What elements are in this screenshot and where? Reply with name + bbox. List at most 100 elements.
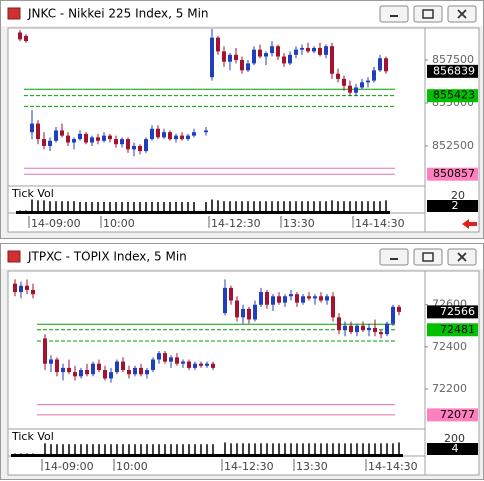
chart-window: JNKC - Nikkei 225 Index, 5 Min8575008550… <box>0 0 484 239</box>
candle-body <box>318 47 322 55</box>
candle-body <box>24 35 28 42</box>
candle-body <box>139 367 143 375</box>
candle-body <box>126 139 130 150</box>
restore-button[interactable] <box>413 248 443 266</box>
candle-body <box>265 292 269 305</box>
candle-body <box>78 133 82 140</box>
candle-body <box>127 370 131 375</box>
price-tag-label: 72566 <box>440 305 475 318</box>
candle-body <box>102 135 106 141</box>
candle-body <box>169 357 173 362</box>
candle-body <box>348 85 352 93</box>
candle-body <box>391 306 395 324</box>
candle-body <box>187 361 191 368</box>
candle-body <box>90 137 94 143</box>
candle-body <box>354 87 358 93</box>
candle-body <box>270 46 274 54</box>
candle-body <box>276 46 280 57</box>
candle-body <box>108 135 112 140</box>
price-tag <box>427 64 478 78</box>
candle-body <box>253 304 257 320</box>
time-label: 14-14:30 <box>355 217 405 230</box>
candle-body <box>234 54 238 60</box>
candle-body <box>13 283 17 293</box>
candle-body <box>366 80 370 83</box>
candle-body <box>211 363 215 368</box>
y-tick-label: 857500 <box>432 53 474 66</box>
candle-body <box>72 139 76 143</box>
candle-body <box>157 353 161 360</box>
volume-label: Tick Vol <box>11 187 54 200</box>
candle-body <box>36 123 40 140</box>
minimize-glyph <box>390 258 398 260</box>
window-icon <box>7 7 21 20</box>
window-icon <box>7 250 21 263</box>
candle-body <box>162 132 166 138</box>
close-glyph <box>457 252 467 262</box>
volume-tick-label: 200 <box>444 432 465 445</box>
volume-current-tag <box>427 200 478 212</box>
candle-body <box>121 361 125 371</box>
restore-button[interactable] <box>413 5 443 23</box>
candle-body <box>133 367 137 375</box>
volume-panel <box>7 428 426 457</box>
y-tick-label: 72200 <box>432 382 467 395</box>
candle-body <box>360 82 364 88</box>
candle-body <box>168 132 172 140</box>
candle-body <box>343 325 347 330</box>
time-label: 10:00 <box>116 460 148 473</box>
candle-body <box>205 363 209 366</box>
candle-body <box>138 145 142 152</box>
candle-body <box>282 56 286 64</box>
y-tick-label: 852500 <box>432 139 474 152</box>
candle-body <box>55 359 59 373</box>
candle-body <box>120 139 124 145</box>
candle-body <box>79 370 83 377</box>
time-label: 14-12:30 <box>211 217 261 230</box>
candle-body <box>361 325 365 330</box>
candle-body <box>145 370 149 375</box>
candle-body <box>384 58 388 72</box>
candle-body <box>96 137 100 141</box>
candle-body <box>307 296 311 299</box>
candle-body <box>30 123 34 133</box>
candle-body <box>223 287 227 314</box>
candle-body <box>150 128 154 140</box>
candle-body <box>319 296 323 301</box>
candle-body <box>42 139 46 146</box>
candle-body <box>199 363 203 366</box>
minimize-button[interactable] <box>379 248 409 266</box>
candle-body <box>175 357 179 364</box>
price-tag <box>427 323 478 337</box>
candle-body <box>18 32 22 40</box>
candle-body <box>193 363 197 368</box>
volume-current-label: 4 <box>452 442 459 455</box>
candle-body <box>271 296 275 305</box>
candle-body <box>264 53 268 57</box>
candle-body <box>258 49 262 57</box>
candle-body <box>156 128 160 138</box>
chart-window: JTPXC - TOPIX Index, 5 Min72600724007220… <box>0 243 484 480</box>
candle-body <box>192 132 196 136</box>
candle-body <box>306 47 310 52</box>
close-glyph <box>457 9 467 19</box>
candle-body <box>235 300 239 318</box>
candle-body <box>342 78 346 86</box>
candle-body <box>288 54 292 64</box>
time-label: 14-09:00 <box>31 217 81 230</box>
candle-body <box>49 359 53 364</box>
candle-body <box>85 370 89 375</box>
candle-body <box>397 306 401 312</box>
volume-current-label: 2 <box>452 199 459 212</box>
minimize-button[interactable] <box>379 5 409 23</box>
candle-body <box>336 73 340 79</box>
candle-body <box>66 135 70 143</box>
candle-body <box>19 285 23 293</box>
candle-body <box>330 46 334 74</box>
scroll-arrow[interactable] <box>462 219 477 229</box>
price-tag <box>427 305 478 319</box>
candle-body <box>84 133 88 143</box>
price-tag-label: 72077 <box>440 408 475 421</box>
candle-body <box>222 51 226 62</box>
